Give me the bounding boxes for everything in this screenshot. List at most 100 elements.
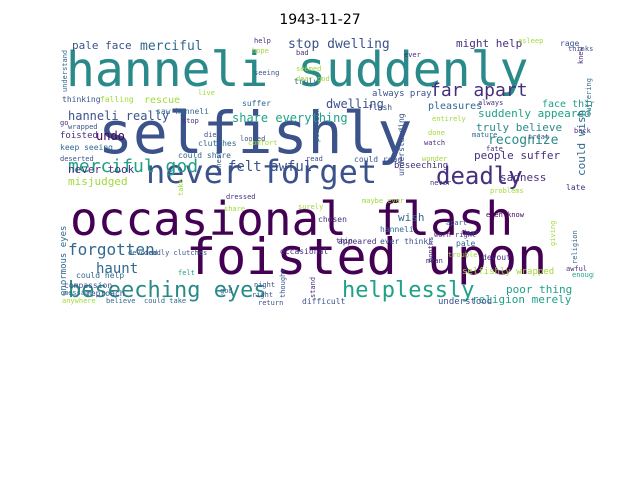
word: chosen — [318, 215, 347, 224]
word: stop dwelling — [288, 37, 390, 52]
word: merciful — [140, 39, 203, 54]
word: falling — [100, 95, 134, 104]
word: occasional — [280, 247, 329, 256]
word: suddenly appeared — [478, 107, 591, 120]
word: could share — [178, 151, 231, 160]
word: problems — [490, 187, 524, 195]
word: anywhere — [62, 297, 96, 305]
word: never forget — [146, 153, 378, 191]
word: bad — [296, 49, 309, 57]
word: religion merely — [472, 293, 572, 306]
word: reproach — [86, 289, 125, 298]
word: beseeching — [394, 161, 449, 171]
word: awful — [566, 265, 588, 273]
word: sadness — [500, 171, 547, 184]
word: go — [60, 119, 69, 127]
word: deadly — [436, 162, 523, 190]
word: wish — [398, 211, 425, 224]
word: hanneli suddenly — [66, 42, 529, 98]
word: never — [430, 179, 452, 187]
word: foisted upon — [186, 228, 548, 286]
word: hope — [252, 47, 269, 55]
word: maybe ever — [362, 197, 405, 205]
word: share everything — [232, 111, 348, 125]
word: help — [254, 37, 271, 45]
word: forgotten — [68, 240, 155, 259]
word: god — [220, 287, 233, 295]
word: keep seeing — [60, 143, 113, 152]
word: asleep — [518, 37, 544, 45]
word: watch — [424, 139, 446, 147]
word: wrapped — [68, 123, 98, 131]
word: believe — [106, 297, 136, 305]
word: knew — [577, 47, 585, 64]
word: surely — [298, 203, 324, 211]
word: recognize — [488, 133, 559, 148]
word: stand — [309, 276, 317, 298]
word: pale — [456, 239, 476, 248]
word: truly believe — [476, 121, 563, 134]
word: thought — [279, 268, 287, 298]
word: religion — [571, 230, 579, 264]
word: suffering — [585, 78, 593, 116]
word: flash — [368, 103, 393, 112]
word: might help — [456, 37, 523, 50]
word: position — [313, 108, 321, 142]
word-cloud: hanneli suddenly selfishly occasional fl… — [58, 36, 594, 308]
word: fate — [486, 145, 503, 153]
word: felt — [178, 269, 195, 277]
word: return — [258, 299, 284, 307]
word: compassion — [64, 281, 113, 290]
word: understand — [61, 49, 69, 92]
word: difficult — [302, 297, 346, 306]
word: months — [427, 236, 435, 262]
word: enormous eyes — [59, 225, 69, 296]
word: mature — [472, 131, 498, 139]
word: rescue — [144, 95, 181, 106]
word: merciful god — [68, 156, 199, 177]
word: dear god — [296, 75, 330, 83]
word: wonder — [422, 155, 448, 163]
word: late — [566, 183, 586, 192]
word: ever thinks — [380, 237, 433, 246]
word: saw hanneli — [156, 107, 209, 116]
word: haunt — [96, 261, 139, 277]
word: felt awful — [228, 159, 313, 175]
word: understood — [438, 297, 493, 307]
word: take — [177, 179, 185, 196]
word: looked — [240, 135, 266, 143]
word: could read — [354, 155, 403, 164]
word: trouble — [448, 251, 478, 259]
word: foisted — [60, 131, 98, 141]
word: rage — [560, 39, 580, 48]
word: comfort — [248, 139, 278, 147]
word: understanding — [397, 113, 406, 176]
word: treat — [528, 133, 550, 141]
word: live — [198, 89, 215, 97]
word: undo — [96, 129, 125, 143]
word: message — [64, 289, 94, 297]
word: hanneli — [380, 225, 414, 234]
word: even know — [486, 211, 524, 219]
word: poor thing — [506, 283, 573, 296]
word: selfishly — [98, 99, 413, 167]
word: devout — [482, 253, 511, 262]
word: night — [254, 281, 276, 289]
word: clutches — [198, 139, 237, 148]
word: deserted — [60, 155, 94, 163]
word: worn right — [434, 231, 477, 239]
word: always pray — [372, 89, 432, 99]
word: stop — [182, 117, 199, 125]
word: could take — [144, 297, 187, 305]
word: misjudged — [68, 175, 128, 188]
word: thinks — [568, 45, 594, 53]
word: appeared — [338, 237, 377, 246]
word: selfishly wrapped — [462, 267, 555, 277]
word: deadly clutches — [144, 249, 208, 257]
word: ever — [404, 51, 421, 59]
word: helplessly — [342, 278, 475, 303]
word: read — [306, 155, 323, 163]
word: thinking — [62, 95, 101, 104]
word: seeing — [254, 69, 280, 77]
chart-title: 1943-11-27 — [279, 12, 361, 28]
